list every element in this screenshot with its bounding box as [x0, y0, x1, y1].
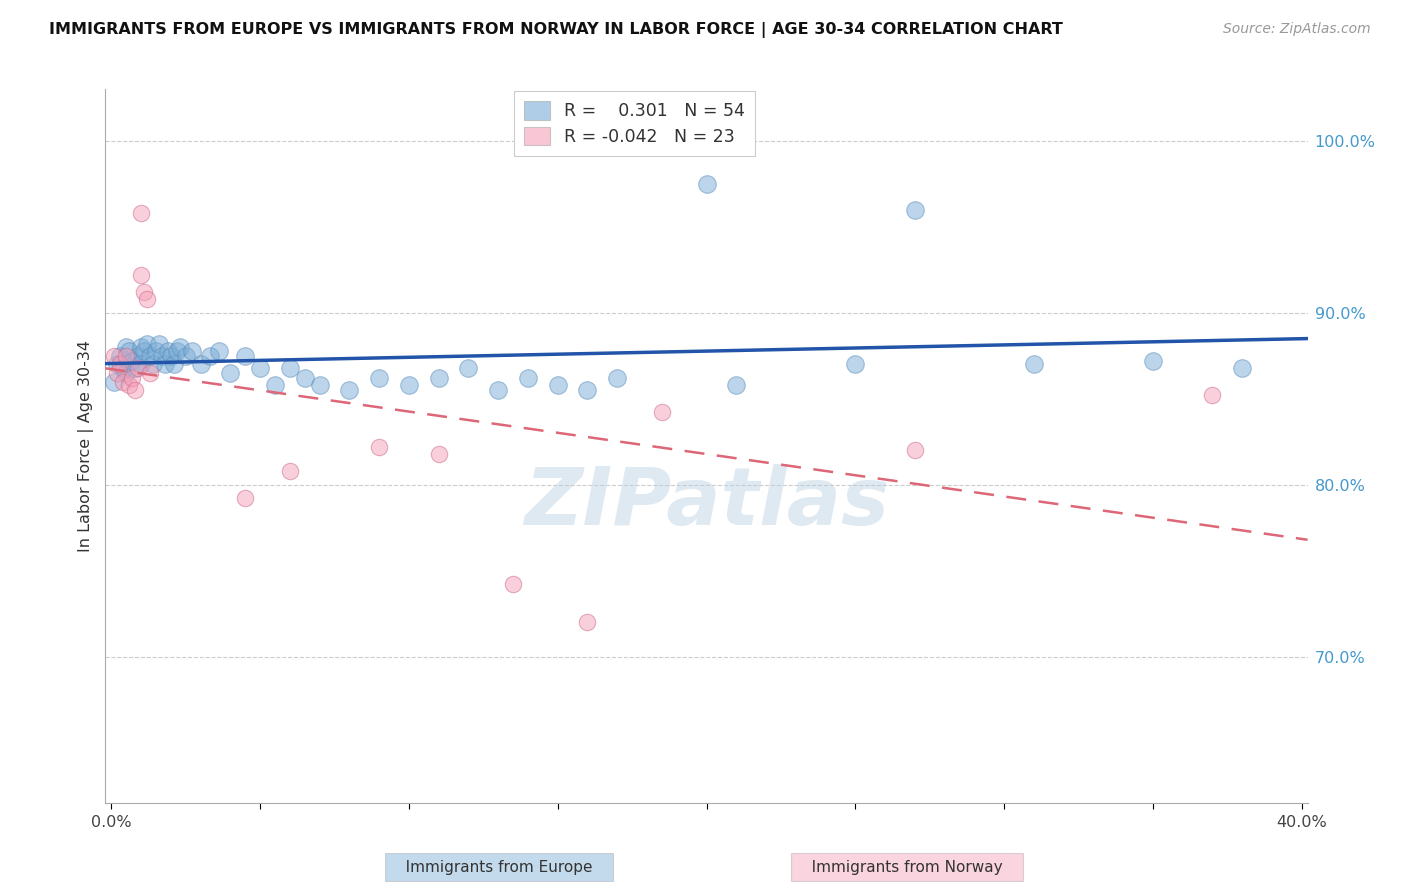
Point	[166, 343, 188, 358]
Legend: R =    0.301   N = 54, R = -0.042   N = 23: R = 0.301 N = 54, R = -0.042 N = 23	[513, 91, 755, 156]
Point	[368, 440, 391, 454]
Point	[427, 371, 450, 385]
Point	[118, 378, 141, 392]
Point	[136, 292, 159, 306]
Point	[294, 371, 316, 385]
Point	[103, 375, 125, 389]
Point	[153, 357, 176, 371]
Point	[180, 343, 202, 358]
Text: IMMIGRANTS FROM EUROPE VS IMMIGRANTS FROM NORWAY IN LABOR FORCE | AGE 30-34 CORR: IMMIGRANTS FROM EUROPE VS IMMIGRANTS FRO…	[49, 22, 1063, 38]
Point	[156, 343, 179, 358]
Point	[129, 268, 152, 282]
Point	[651, 405, 673, 419]
Point	[121, 371, 143, 385]
Point	[1142, 354, 1164, 368]
Point	[233, 349, 256, 363]
Point	[160, 349, 183, 363]
Point	[1022, 357, 1045, 371]
Point	[547, 378, 569, 392]
Point	[198, 349, 221, 363]
Point	[233, 491, 256, 506]
Point	[207, 343, 229, 358]
Point	[368, 371, 391, 385]
Point	[190, 357, 212, 371]
Text: Immigrants from Norway: Immigrants from Norway	[797, 860, 1017, 874]
Point	[129, 357, 152, 371]
Point	[134, 285, 156, 299]
Point	[904, 202, 927, 217]
Point	[139, 349, 162, 363]
Point	[174, 349, 197, 363]
Text: Source: ZipAtlas.com: Source: ZipAtlas.com	[1223, 22, 1371, 37]
Point	[398, 378, 420, 392]
Point	[115, 366, 138, 380]
Point	[264, 378, 287, 392]
Point	[163, 357, 186, 371]
Point	[576, 383, 599, 397]
Point	[110, 357, 132, 371]
Point	[725, 378, 748, 392]
Point	[105, 357, 128, 371]
Point	[502, 577, 524, 591]
Y-axis label: In Labor Force | Age 30-34: In Labor Force | Age 30-34	[79, 340, 94, 552]
Point	[115, 340, 138, 354]
Point	[129, 206, 152, 220]
Point	[1201, 388, 1223, 402]
Point	[278, 464, 301, 478]
Point	[606, 371, 628, 385]
Point	[127, 360, 149, 375]
Point	[486, 383, 509, 397]
Point	[148, 336, 170, 351]
Point	[112, 360, 135, 375]
Point	[249, 360, 271, 375]
Point	[576, 615, 599, 630]
Point	[150, 349, 173, 363]
Point	[124, 383, 146, 397]
Point	[112, 375, 135, 389]
Point	[278, 360, 301, 375]
Point	[115, 349, 138, 363]
Point	[118, 343, 141, 358]
Point	[134, 343, 156, 358]
Point	[127, 349, 149, 363]
Point	[129, 340, 152, 354]
Point	[1230, 360, 1253, 375]
Point	[110, 349, 132, 363]
Point	[124, 360, 146, 375]
Point	[517, 371, 540, 385]
Point	[695, 177, 717, 191]
Point	[142, 357, 165, 371]
Point	[844, 357, 866, 371]
Point	[308, 378, 330, 392]
Point	[339, 383, 361, 397]
Point	[169, 340, 191, 354]
Point	[219, 366, 242, 380]
Point	[145, 343, 167, 358]
Point	[427, 447, 450, 461]
Point	[136, 336, 159, 351]
Point	[121, 354, 143, 368]
Point	[103, 349, 125, 363]
Text: ZIPatlas: ZIPatlas	[524, 464, 889, 542]
Point	[139, 366, 162, 380]
Point	[105, 366, 128, 380]
Point	[457, 360, 479, 375]
Text: Immigrants from Europe: Immigrants from Europe	[391, 860, 607, 874]
Point	[904, 443, 927, 458]
